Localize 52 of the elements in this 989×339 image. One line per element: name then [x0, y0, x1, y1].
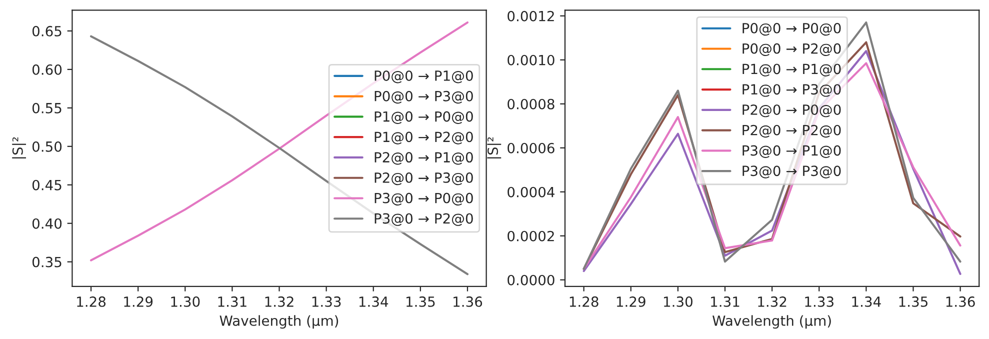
- x-tick-label: 1.29: [616, 296, 646, 307]
- x-tick-label: 1.34: [359, 296, 388, 307]
- y-tick-label: 0.50: [32, 141, 62, 152]
- legend-label: P1@0 → P2@0: [374, 132, 473, 144]
- legend-label: P0@0 → P0@0: [742, 22, 841, 36]
- legend-label: P3@0 → P2@0: [374, 213, 473, 226]
- y-tick-label: 0.0008: [508, 98, 554, 110]
- y-tick-label: 0.0002: [508, 230, 554, 242]
- y-axis-title: |S|²: [487, 137, 502, 158]
- x-tick-label: 1.33: [312, 296, 341, 307]
- y-tick-label: 0.0006: [508, 142, 554, 154]
- y-tick-label: 0.0012: [508, 10, 554, 22]
- legend-label: P1@0 → P3@0: [742, 84, 841, 97]
- legend-label: P2@0 → P2@0: [742, 124, 841, 138]
- x-tick-label: 1.32: [758, 296, 786, 307]
- x-tick-label: 1.36: [454, 296, 482, 307]
- legend-label: P0@0 → P3@0: [374, 90, 473, 104]
- y-tick-label: 0.60: [32, 64, 62, 75]
- x-tick-label: 1.36: [946, 296, 975, 307]
- x-tick-label: 1.33: [805, 296, 834, 307]
- x-tick-label: 1.28: [77, 296, 106, 307]
- y-tick-label: 0.55: [32, 102, 62, 114]
- x-tick-label: 1.31: [711, 296, 740, 307]
- legend-label: P2@0 → P3@0: [374, 172, 473, 186]
- x-axis-title: Wavelength (µm): [712, 315, 831, 329]
- legend-label: P3@0 → P3@0: [742, 166, 841, 178]
- y-tick-label: 0.0004: [508, 186, 554, 198]
- legend-label: P0@0 → P1@0: [374, 70, 473, 84]
- legend-label: P3@0 → P1@0: [742, 145, 841, 158]
- x-tick-label: 1.30: [664, 296, 692, 307]
- x-tick-label: 1.35: [899, 296, 928, 307]
- y-tick-label: 0.65: [32, 26, 62, 36]
- x-tick-label: 1.35: [406, 296, 435, 307]
- y-tick-label: 0.45: [32, 180, 62, 190]
- y-tick-label: 0.0010: [508, 54, 554, 66]
- legend-label: P2@0 → P1@0: [374, 152, 473, 165]
- x-axis-title: Wavelength (µm): [220, 315, 338, 329]
- legend-label: P0@0 → P2@0: [742, 43, 841, 56]
- x-tick-label: 1.34: [852, 296, 881, 307]
- y-tick-label: 0.0000: [508, 274, 554, 286]
- legend-label: P1@0 → P1@0: [742, 64, 841, 76]
- x-tick-label: 1.29: [124, 296, 153, 307]
- y-tick-label: 0.40: [32, 218, 62, 229]
- x-tick-label: 1.28: [570, 296, 598, 307]
- legend-label: P1@0 → P0@0: [374, 111, 473, 124]
- x-tick-label: 1.30: [171, 296, 200, 307]
- x-tick-label: 1.32: [265, 296, 294, 307]
- legend-label: P3@0 → P0@0: [374, 192, 473, 206]
- legend-label: P2@0 → P0@0: [742, 104, 841, 118]
- x-tick-label: 1.31: [218, 296, 246, 307]
- y-axis-title: |S|²: [12, 137, 26, 158]
- y-tick-label: 0.35: [32, 256, 62, 268]
